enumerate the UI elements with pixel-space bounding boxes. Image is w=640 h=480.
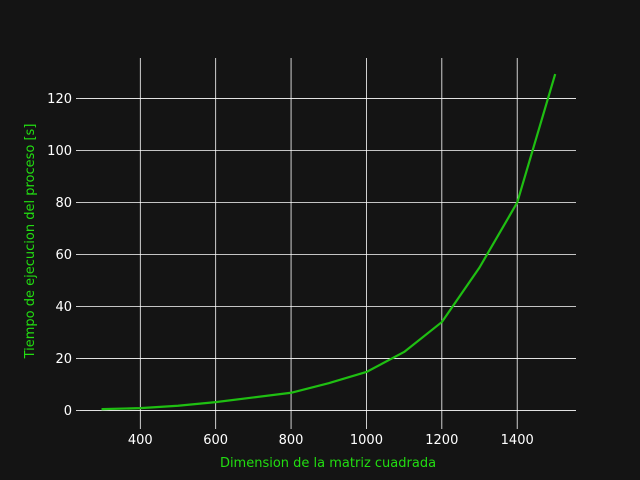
x-tick-label: 400 xyxy=(128,433,153,448)
grid xyxy=(80,58,576,425)
y-tick-label: 0 xyxy=(64,404,72,419)
series-line xyxy=(101,73,557,411)
x-tick-label: 1200 xyxy=(425,433,458,448)
x-tick-label: 1400 xyxy=(501,433,534,448)
x-tick-label: 600 xyxy=(203,433,228,448)
axis-ticks: 400 600 800 1000 1200 1400 0 20 40 60 80 100 120 xyxy=(47,92,534,448)
y-tick-label: 60 xyxy=(55,248,72,263)
y-tick-label: 40 xyxy=(55,300,72,315)
y-tick-label: 80 xyxy=(55,196,72,211)
y-tick-label: 100 xyxy=(47,144,72,159)
y-axis-label: Tiempo de ejecucion del proceso [s] xyxy=(23,124,38,360)
y-tick-label: 120 xyxy=(47,92,72,107)
series-layer xyxy=(101,73,557,411)
x-axis-label: Dimension de la matriz cuadrada xyxy=(220,456,436,471)
x-tick-label: 1000 xyxy=(350,433,383,448)
y-tick-label: 20 xyxy=(55,352,72,367)
x-tick-label: 800 xyxy=(279,433,304,448)
